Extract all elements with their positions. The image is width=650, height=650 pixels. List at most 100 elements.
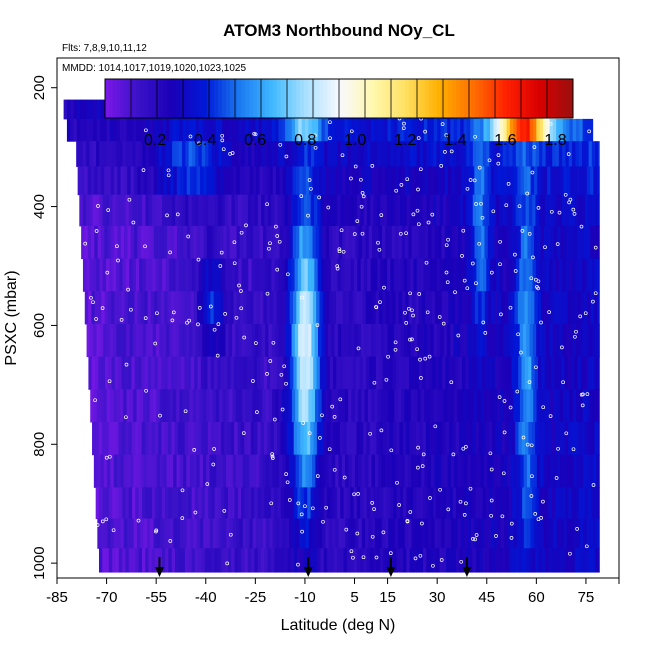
heat-cell (512, 141, 517, 167)
heat-cell (187, 356, 192, 390)
heat-cell (411, 166, 416, 196)
heat-cell (540, 454, 545, 488)
sample-point (587, 129, 591, 134)
heat-cell (418, 225, 423, 260)
heat-cell (323, 548, 328, 573)
heat-cell (493, 389, 498, 423)
heat-cell (503, 389, 508, 423)
heat-cell (444, 454, 449, 488)
heat-cell (295, 454, 300, 488)
heat-cell (496, 141, 500, 167)
heat-cell (497, 166, 502, 196)
heat-cell (128, 548, 133, 573)
heat-cell (477, 389, 481, 423)
x-tick-label: -55 (145, 589, 167, 606)
heat-cell (264, 141, 269, 167)
heat-cell (101, 422, 106, 456)
heat-cell (164, 291, 169, 325)
heat-cell (548, 548, 553, 573)
heat-cell (401, 518, 406, 549)
heat-cell (188, 258, 193, 292)
heat-cell (440, 454, 445, 488)
heat-cell (401, 454, 406, 488)
heat-cell (542, 194, 547, 227)
heat-cell (195, 258, 200, 292)
heat-cell (162, 258, 167, 292)
heat-cell (411, 454, 416, 488)
heat-cell (532, 258, 537, 292)
sample-point (423, 356, 428, 361)
sample-point (480, 215, 485, 220)
heat-cell (379, 356, 384, 390)
colorbar-tick-label: 0.2 (144, 132, 166, 149)
heat-cell (181, 194, 186, 227)
heat-cell (235, 118, 240, 142)
heat-cell (119, 258, 124, 292)
sample-point (378, 300, 382, 304)
heat-cell (385, 356, 390, 390)
heat-cell (353, 548, 358, 573)
sample-point (300, 295, 304, 300)
heat-cell (470, 323, 474, 358)
heat-cell (540, 518, 545, 549)
heat-cell (578, 487, 583, 520)
heat-cell (231, 487, 236, 520)
heat-cell (406, 422, 411, 456)
heat-cell (138, 548, 143, 573)
heat-cell (367, 389, 372, 423)
heat-cell (315, 518, 320, 549)
heat-cell (334, 118, 339, 142)
sample-point (223, 312, 227, 316)
heat-cell (271, 323, 276, 358)
heat-cell (241, 323, 246, 358)
sample-point (335, 266, 340, 271)
heat-cell (481, 291, 486, 325)
heat-cell (357, 258, 362, 292)
heat-cell (598, 141, 600, 167)
heat-cell (487, 225, 492, 260)
heat-cell (321, 389, 326, 423)
sample-point (408, 291, 412, 296)
heat-cell (363, 548, 368, 573)
heat-cell (315, 225, 320, 260)
sample-point (444, 270, 449, 275)
heat-cell (157, 225, 162, 260)
heat-cell (166, 118, 170, 142)
heat-cell (586, 166, 591, 196)
heat-cell (288, 454, 293, 488)
heat-cell (358, 389, 362, 423)
heat-cell (460, 454, 465, 488)
heat-cell (318, 118, 323, 142)
heat-cell (351, 454, 356, 488)
heat-cell (436, 141, 441, 167)
heat-cell (500, 518, 505, 549)
heat-cell (524, 356, 529, 390)
heat-cell (269, 518, 274, 549)
heat-cell (305, 225, 310, 260)
heat-cell (495, 487, 500, 520)
heat-cell (243, 225, 248, 260)
heat-cell (112, 194, 117, 227)
heat-cell (439, 487, 444, 520)
heat-cell (196, 454, 201, 488)
heat-cell (96, 141, 100, 167)
sample-point (192, 448, 197, 452)
heat-cell (344, 258, 349, 292)
heat-cell (427, 454, 432, 488)
heat-cell (579, 518, 584, 549)
heat-cell (193, 166, 198, 196)
heat-cell (211, 548, 216, 573)
heat-cell (408, 166, 413, 196)
sample-point (352, 492, 356, 497)
heat-cell (477, 166, 482, 196)
heat-cell (460, 389, 465, 423)
heat-cell (261, 258, 266, 292)
sample-point (567, 200, 571, 205)
heat-cell (530, 518, 535, 549)
heat-cell (104, 356, 109, 390)
heat-cell (239, 518, 244, 549)
sample-point (421, 452, 426, 457)
heat-cell (417, 389, 422, 423)
heat-cell (179, 518, 184, 549)
sample-point (374, 555, 379, 560)
